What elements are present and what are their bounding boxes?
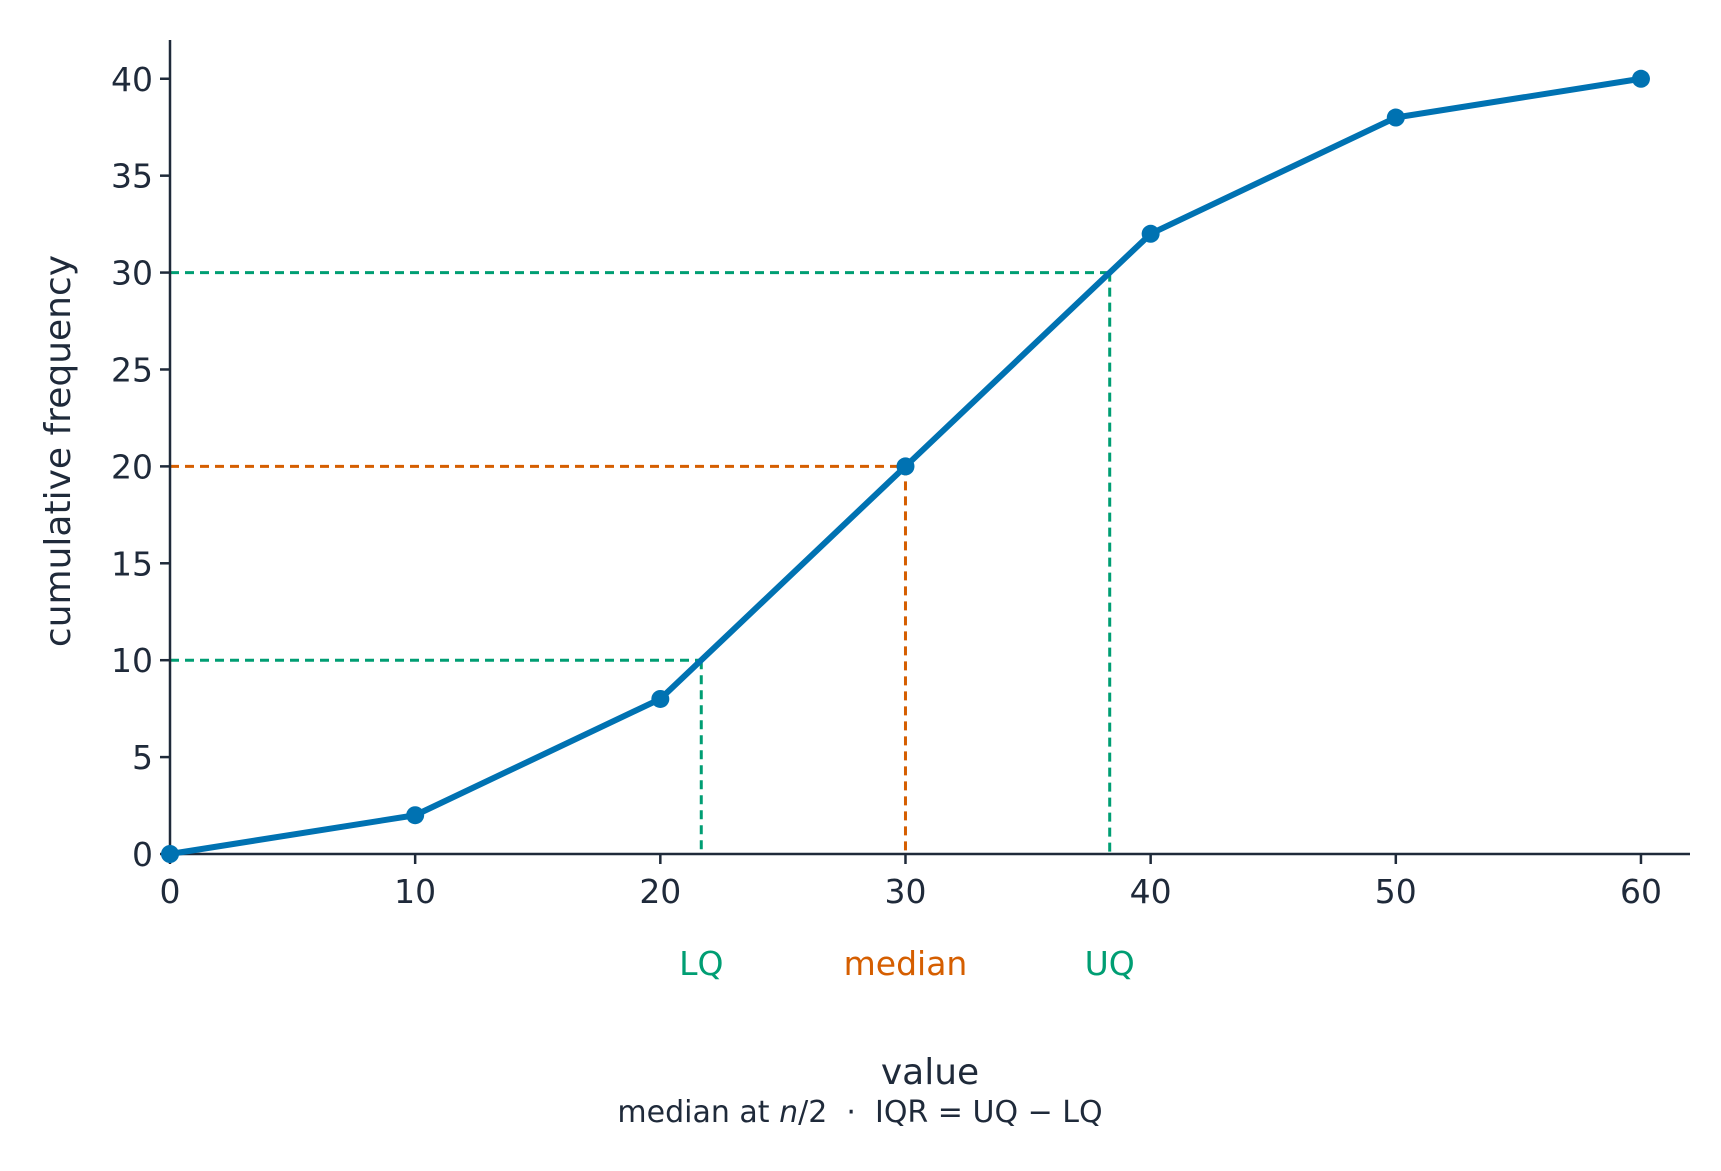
x-tick-label: 30 [884,872,926,911]
x-tick-label: 0 [160,872,181,911]
labels: value cumulative frequency median at n/2… [38,255,1135,1130]
series [161,69,1650,863]
x-tick-label: 20 [639,872,681,911]
median-label: median [844,944,968,983]
y-tick-label: 0 [132,835,153,874]
uq-label: UQ [1085,944,1135,983]
x-tick-label: 60 [1620,872,1662,911]
data-point [1141,224,1160,243]
data-point [1386,108,1405,127]
y-tick-label: 35 [111,157,153,196]
data-point [1631,69,1650,88]
guide-lines [170,271,1112,854]
y-tick-label: 40 [111,60,153,99]
caption-part-1: median at [617,1095,779,1130]
data-point [406,806,425,825]
axes: 0 10 20 30 40 50 60 0 5 10 15 20 25 30 35 40 [111,40,1690,911]
y-tick-label: 20 [111,447,153,486]
y-axis-label: cumulative frequency [38,255,79,647]
data-point [161,845,179,863]
caption-italic: n [779,1095,798,1130]
caption-part-2: /2 · IQR = UQ − LQ [798,1095,1103,1130]
x-tick-label: 50 [1375,872,1417,911]
chart-caption: median at n/2 · IQR = UQ − LQ [617,1095,1102,1130]
x-tick-label: 40 [1130,872,1172,911]
data-point [651,689,670,708]
y-tick-label: 30 [111,254,153,293]
y-tick-label: 15 [111,544,153,583]
x-tick-label: 10 [394,872,436,911]
x-axis-label: value [881,1052,979,1093]
y-tick-label: 25 [111,350,153,389]
y-tick-label: 10 [111,641,153,680]
data-point [896,457,915,476]
y-tick-label: 5 [132,738,153,777]
lq-label: LQ [679,944,723,983]
